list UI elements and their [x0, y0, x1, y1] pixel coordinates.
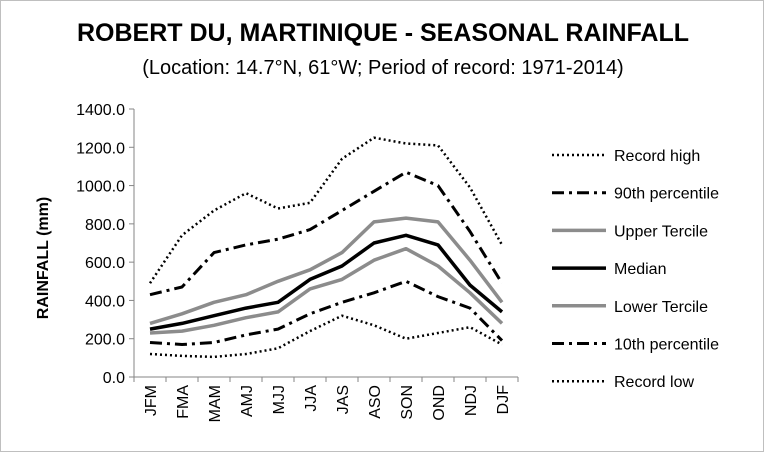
y-tick-label: 1000.0 — [76, 179, 125, 196]
legend-label: Lower Tercile — [614, 299, 708, 316]
y-tick-label: 200.0 — [85, 332, 125, 349]
y-axis-label: RAINFALL (mm) — [35, 197, 52, 319]
x-tick-label: JAS — [335, 385, 352, 414]
series-layer — [148, 136, 504, 359]
series-line-median — [149, 233, 504, 331]
y-tick-label: 0.0 — [103, 370, 125, 387]
legend-label: Record low — [614, 374, 694, 391]
x-tick-label: FMA — [175, 385, 192, 419]
chart-subtitle: (Location: 14.7°N, 61°W; Period of recor… — [142, 57, 624, 79]
series-line-lower-tercile — [149, 246, 504, 335]
x-tick-label: OND — [431, 385, 448, 421]
series-line-90th-percentile — [149, 170, 504, 297]
series-line-record-high — [148, 136, 504, 284]
axes: 0.0 200.0 400.0 600.0 800.0 1000.0 1200.0 1400.… — [76, 102, 519, 422]
x-tick-label: JJA — [303, 385, 320, 412]
x-tick-label: NDJ — [463, 385, 480, 416]
x-tick-label: SON — [399, 385, 416, 420]
y-tick-label: 1400.0 — [76, 102, 125, 119]
y-tick-label: 1200.0 — [76, 140, 125, 157]
y-tick-label: 600.0 — [85, 255, 125, 272]
y-tick-label: 800.0 — [85, 217, 125, 234]
x-tick-label: ASO — [367, 385, 384, 419]
legend-label: Record high — [614, 148, 700, 165]
series-line-upper-tercile — [149, 216, 504, 326]
series-line-10th-percentile — [149, 279, 504, 346]
y-tick-label: 400.0 — [85, 293, 125, 310]
x-tick-label: AMJ — [239, 385, 256, 417]
legend-label: Upper Tercile — [614, 223, 708, 240]
x-tick-label: MJJ — [271, 385, 288, 414]
x-tick-label: JFM — [143, 385, 160, 416]
legend: Record high 90th percentile Upper Tercile M… — [552, 148, 719, 391]
legend-label: 10th percentile — [614, 337, 719, 354]
chart-title: ROBERT DU, MARTINIQUE - SEASONAL RAINFAL… — [76, 19, 690, 47]
x-tick-label: MAM — [207, 385, 224, 422]
x-tick-label: DJF — [495, 385, 512, 415]
legend-label: Median — [614, 261, 666, 278]
legend-label: 90th percentile — [614, 186, 719, 203]
series-line-record-low — [149, 314, 503, 359]
